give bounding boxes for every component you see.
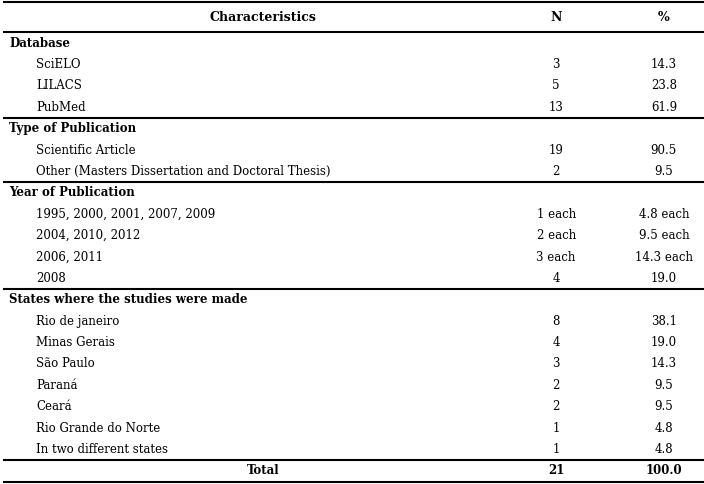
Text: 9.5 each: 9.5 each (639, 229, 689, 242)
Text: 14.3: 14.3 (650, 58, 677, 71)
Text: Other (Masters Dissertation and Doctoral Thesis): Other (Masters Dissertation and Doctoral… (36, 165, 330, 178)
Text: 2008: 2008 (36, 272, 65, 285)
Text: 3: 3 (553, 58, 560, 71)
Text: 1 each: 1 each (536, 208, 576, 221)
Text: 2: 2 (553, 400, 560, 413)
Text: 2: 2 (553, 165, 560, 178)
Text: 2: 2 (553, 379, 560, 392)
Text: SciELO: SciELO (36, 58, 80, 71)
Text: Paraná: Paraná (36, 379, 77, 392)
Text: 8: 8 (553, 315, 560, 328)
Text: 13: 13 (548, 101, 564, 114)
Text: 3: 3 (553, 358, 560, 370)
Text: 4.8 each: 4.8 each (639, 208, 689, 221)
Text: 100.0: 100.0 (646, 464, 682, 477)
Text: São Paulo: São Paulo (36, 358, 94, 370)
Text: 19: 19 (548, 144, 564, 156)
Text: %: % (658, 11, 670, 24)
Text: Database: Database (9, 37, 70, 50)
Text: Characteristics: Characteristics (210, 11, 317, 24)
Text: 2004, 2010, 2012: 2004, 2010, 2012 (36, 229, 140, 242)
Text: 4: 4 (553, 336, 560, 349)
Text: In two different states: In two different states (36, 443, 168, 456)
Text: Minas Gerais: Minas Gerais (36, 336, 115, 349)
Text: 9.5: 9.5 (655, 400, 673, 413)
Text: 14.3: 14.3 (650, 358, 677, 370)
Text: Type of Publication: Type of Publication (9, 122, 137, 135)
Text: 1995, 2000, 2001, 2007, 2009: 1995, 2000, 2001, 2007, 2009 (36, 208, 215, 221)
Text: Rio Grande do Norte: Rio Grande do Norte (36, 422, 160, 435)
Text: 23.8: 23.8 (651, 79, 677, 92)
Text: 19.0: 19.0 (650, 272, 677, 285)
Text: 21: 21 (548, 464, 565, 477)
Text: 3 each: 3 each (536, 251, 576, 263)
Text: 2006, 2011: 2006, 2011 (36, 251, 103, 263)
Text: 1: 1 (553, 443, 560, 456)
Text: PubMed: PubMed (36, 101, 85, 114)
Text: Scientific Article: Scientific Article (36, 144, 136, 156)
Text: 4.8: 4.8 (655, 443, 673, 456)
Text: N: N (551, 11, 562, 24)
Text: 61.9: 61.9 (650, 101, 677, 114)
Text: Ceará: Ceará (36, 400, 72, 413)
Text: 9.5: 9.5 (655, 379, 673, 392)
Text: 9.5: 9.5 (655, 165, 673, 178)
Text: 4.8: 4.8 (655, 422, 673, 435)
Text: 38.1: 38.1 (651, 315, 677, 328)
Text: 5: 5 (553, 79, 560, 92)
Text: LILACS: LILACS (36, 79, 82, 92)
Text: Total: Total (247, 464, 279, 477)
Text: 19.0: 19.0 (650, 336, 677, 349)
Text: 90.5: 90.5 (650, 144, 677, 156)
Text: 4: 4 (553, 272, 560, 285)
Text: Rio de janeiro: Rio de janeiro (36, 315, 119, 328)
Text: 2 each: 2 each (536, 229, 576, 242)
Text: States where the studies were made: States where the studies were made (9, 293, 248, 306)
Text: Year of Publication: Year of Publication (9, 186, 135, 199)
Text: 14.3 each: 14.3 each (635, 251, 693, 263)
Text: 1: 1 (553, 422, 560, 435)
